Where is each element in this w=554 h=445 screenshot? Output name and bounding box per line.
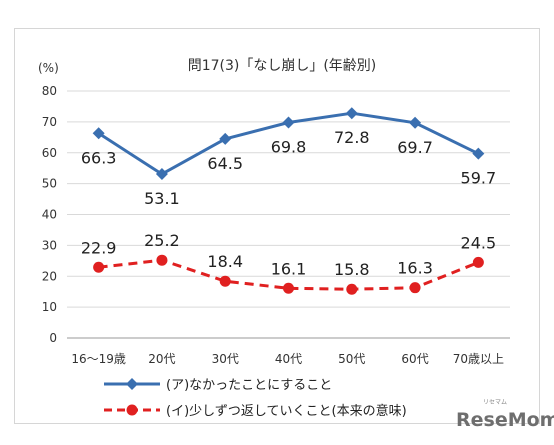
y-tick-label: 20 [42, 269, 57, 283]
series-group [92, 107, 485, 295]
series-2-point [93, 261, 105, 273]
y-tick-label: 0 [49, 331, 57, 345]
series-1-point [92, 127, 105, 140]
data-label-series-1: 59.7 [461, 169, 497, 188]
series-1-point [409, 116, 422, 129]
series-2-point [283, 282, 294, 294]
y-axis: 0 10 20 30 40 50 60 70 80 [42, 84, 57, 345]
series-2-point [409, 282, 421, 294]
data-label-series-1: 66.3 [81, 148, 117, 167]
y-tick-label: 70 [42, 115, 57, 129]
legend-marker-2 [126, 404, 138, 416]
x-tick-label: 20代 [148, 352, 175, 366]
x-tick-label: 30代 [212, 352, 239, 366]
series-2-point [156, 254, 168, 266]
series-2-point [219, 275, 231, 287]
data-label-series-2: 24.5 [461, 233, 497, 252]
legend-marker-1 [126, 378, 138, 390]
series-1-point [282, 116, 295, 129]
x-axis: 16～19歳 20代 30代 40代 50代 60代 70歳以上 [71, 352, 504, 366]
resemom-logo: リセマム ReseMom [456, 399, 554, 431]
data-label-series-1: 53.1 [144, 189, 180, 208]
legend-label-2: (イ)少しずつ返していくこと(本来の意味) [166, 403, 407, 419]
y-tick-label: 80 [42, 84, 57, 98]
y-tick-label: 40 [42, 208, 57, 222]
y-tick-label: 50 [42, 177, 57, 191]
y-tick-label: 30 [42, 238, 57, 252]
x-tick-label: 70歳以上 [453, 352, 504, 366]
data-label-series-1: 69.8 [271, 137, 307, 156]
x-tick-label: 50代 [338, 352, 365, 366]
data-labels: 66.3 53.1 64.5 69.8 72.8 69.7 59.7 22.9 25.2 18.4… [81, 128, 496, 279]
data-label-series-1: 72.8 [334, 128, 370, 147]
x-tick-label: 40代 [275, 352, 302, 366]
series-2-point [472, 256, 484, 268]
legend: (ア)なかったことにすること (イ)少しずつ返していくこと(本来の意味) [104, 378, 407, 419]
legend-label-1: (ア)なかったことにすること [166, 378, 332, 393]
watermark-logo-text: ReseMom [456, 409, 554, 431]
series-1-point [219, 132, 232, 145]
data-label-series-2: 25.2 [144, 231, 180, 250]
series-2-point [346, 283, 358, 295]
data-label-series-1: 64.5 [207, 154, 243, 173]
data-label-series-2: 15.8 [334, 260, 370, 279]
chart-frame [14, 28, 540, 424]
y-tick-label: 60 [42, 146, 57, 160]
series-1-point [345, 107, 358, 120]
data-label-series-1: 69.7 [397, 138, 433, 157]
series-1-point [472, 147, 485, 160]
series-1-point [155, 168, 168, 181]
data-label-series-2: 18.4 [207, 252, 243, 271]
gridlines [67, 90, 510, 339]
x-tick-label: 16～19歳 [71, 352, 126, 366]
y-axis-unit-label: (%) [38, 61, 59, 75]
x-tick-label: 60代 [401, 352, 428, 366]
data-label-series-2: 22.9 [81, 238, 117, 257]
data-label-series-2: 16.3 [397, 259, 433, 278]
data-label-series-2: 16.1 [271, 259, 307, 278]
y-tick-label: 10 [42, 300, 57, 314]
watermark-small-text: リセマム [483, 399, 507, 406]
chart-title: 問17(3)「なし崩し」(年齢別) [188, 58, 377, 74]
